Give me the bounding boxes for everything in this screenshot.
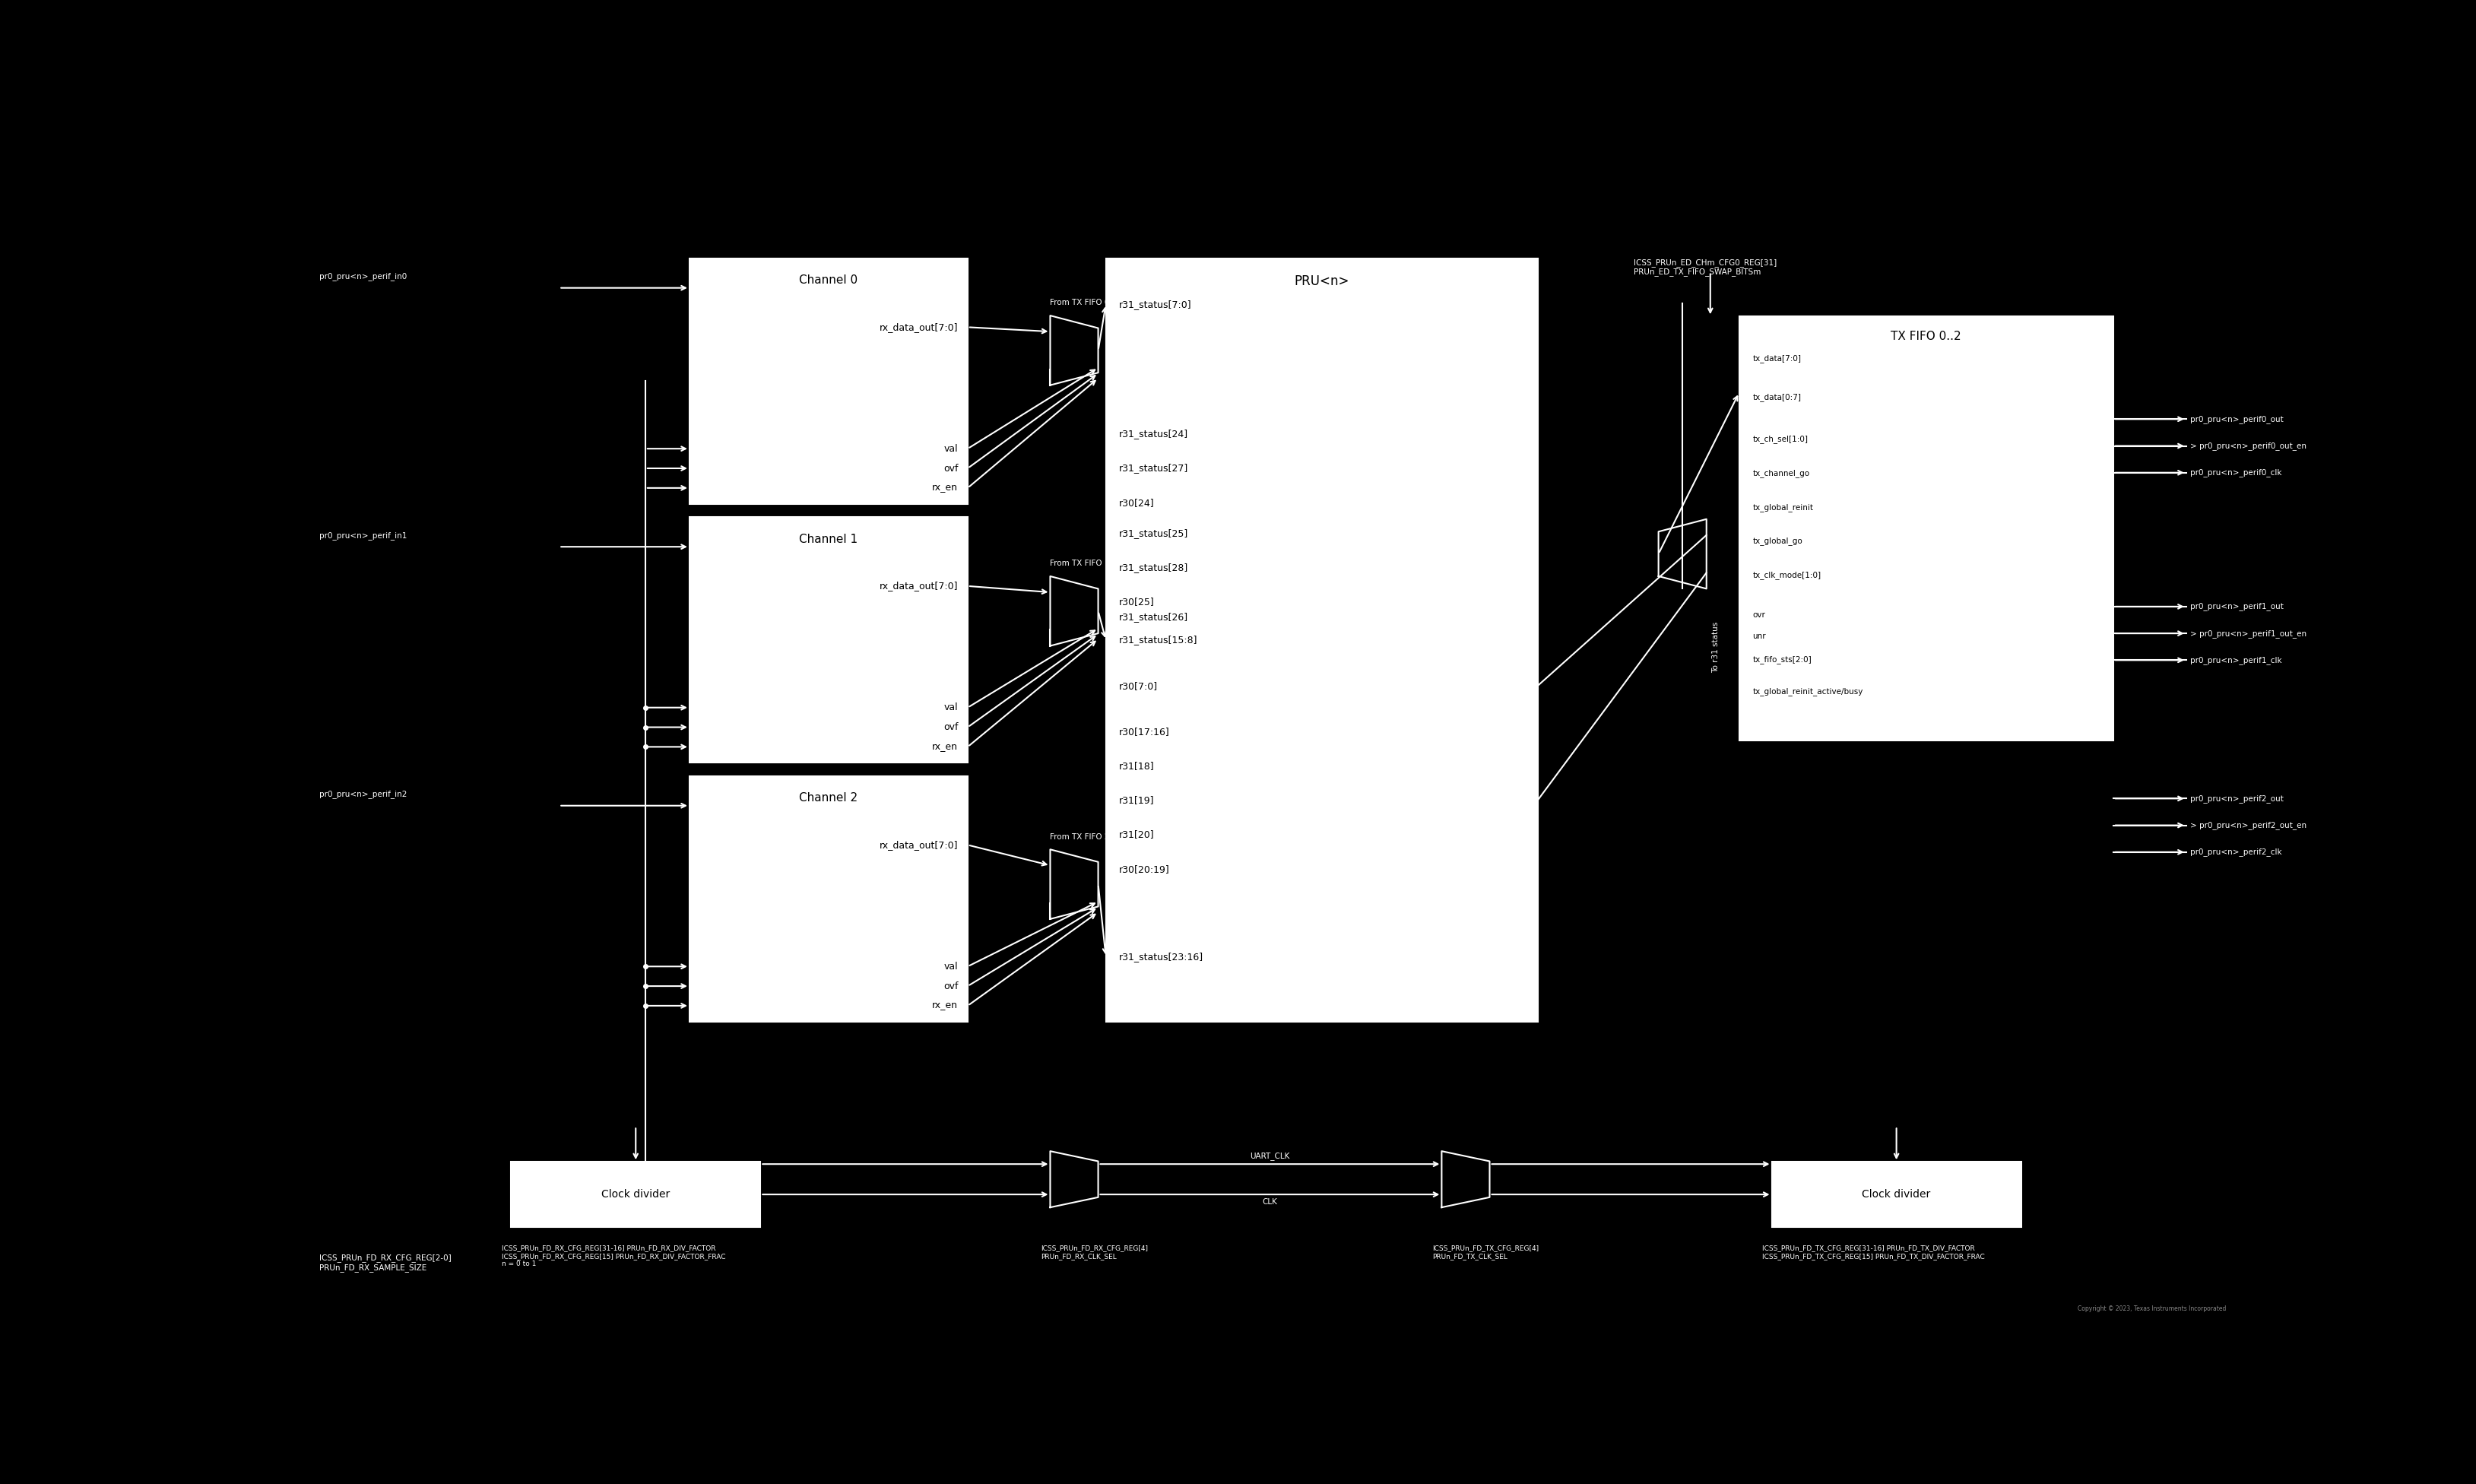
Text: 1: 1 — [1055, 626, 1060, 634]
Text: r31_status[28]: r31_status[28] — [1119, 562, 1188, 573]
Text: Channel 2: Channel 2 — [800, 792, 857, 804]
Text: pr0_pru<n>_perif_in2: pr0_pru<n>_perif_in2 — [319, 789, 406, 798]
Text: 1: 1 — [1696, 570, 1701, 576]
Text: 0: 0 — [1055, 589, 1060, 595]
Text: rx_data_out[7:0]: rx_data_out[7:0] — [879, 582, 958, 591]
Text: pr0_pru<n>_perif_in1: pr0_pru<n>_perif_in1 — [319, 531, 406, 540]
Text: To r31 status: To r31 status — [1713, 622, 1721, 672]
Text: tx_clk_mode[1:0]: tx_clk_mode[1:0] — [1753, 571, 1820, 579]
Text: r30[24]: r30[24] — [1119, 497, 1154, 508]
Text: r30[7:0]: r30[7:0] — [1119, 681, 1159, 690]
Text: tx_data[0:7]: tx_data[0:7] — [1753, 393, 1800, 401]
Text: 1: 1 — [1055, 1192, 1060, 1198]
Text: ovr: ovr — [1753, 611, 1765, 619]
Text: From TX FIFO 1: From TX FIFO 1 — [1050, 559, 1109, 567]
Text: > pr0_pru<n>_perif0_out_en: > pr0_pru<n>_perif0_out_en — [2191, 442, 2305, 450]
Text: r31[20]: r31[20] — [1119, 830, 1154, 840]
Text: rx_data_out[7:0]: rx_data_out[7:0] — [879, 322, 958, 332]
Text: 0: 0 — [1055, 328, 1060, 335]
Text: tx_global_go: tx_global_go — [1753, 537, 1803, 545]
Text: pr0_pru<n>_perif2_out: pr0_pru<n>_perif2_out — [2191, 794, 2283, 803]
Bar — [510, 1162, 760, 1227]
Text: 1: 1 — [1448, 1192, 1451, 1198]
Text: r31_status[25]: r31_status[25] — [1119, 528, 1188, 539]
Text: pr0_pru<n>_perif0_clk: pr0_pru<n>_perif0_clk — [2191, 469, 2280, 476]
Text: r31_status[15:8]: r31_status[15:8] — [1119, 635, 1198, 646]
Text: r31_status[7:0]: r31_status[7:0] — [1119, 300, 1191, 309]
Bar — [688, 518, 968, 763]
Text: 0: 0 — [1696, 531, 1701, 539]
Text: rx_en: rx_en — [933, 742, 958, 752]
Text: val: val — [943, 444, 958, 454]
Text: Channel 1: Channel 1 — [800, 533, 857, 545]
Text: pr0_pru<n>_perif2_clk: pr0_pru<n>_perif2_clk — [2191, 847, 2283, 856]
Text: r30[17:16]: r30[17:16] — [1119, 727, 1171, 736]
Text: ICSS_PRUn_FD_RX_CFG_REG[2-0]
PRUn_FD_RX_SAMPLE_SIZE: ICSS_PRUn_FD_RX_CFG_REG[2-0] PRUn_FD_RX_… — [319, 1254, 451, 1272]
Text: r31_status[24]: r31_status[24] — [1119, 429, 1188, 439]
Text: Channel 0: Channel 0 — [800, 275, 857, 286]
Text: tx_global_reinit_active/busy: tx_global_reinit_active/busy — [1753, 687, 1862, 696]
Text: r30[25]: r30[25] — [1119, 597, 1154, 607]
Text: 1: 1 — [1055, 365, 1060, 372]
Bar — [1107, 258, 1538, 1021]
Bar — [688, 258, 968, 505]
Text: CLK: CLK — [1263, 1198, 1278, 1205]
Bar — [1738, 316, 2112, 741]
Text: val: val — [943, 962, 958, 972]
Bar — [1773, 1162, 2020, 1227]
Text: ovf: ovf — [943, 981, 958, 991]
Text: r31_status[23:16]: r31_status[23:16] — [1119, 951, 1203, 962]
Text: r31_status[27]: r31_status[27] — [1119, 463, 1188, 473]
Text: pr0_pru<n>_perif1_out: pr0_pru<n>_perif1_out — [2191, 603, 2283, 611]
Text: tx_ch_sel[1:0]: tx_ch_sel[1:0] — [1753, 435, 1807, 444]
Text: TX FIFO 0..2: TX FIFO 0..2 — [1892, 331, 1961, 343]
Text: ICSS_PRUn_FD_RX_CFG_REG[4]
PRUn_FD_RX_CLK_SEL: ICSS_PRUn_FD_RX_CFG_REG[4] PRUn_FD_RX_CL… — [1040, 1245, 1149, 1260]
Text: Copyright © 2023, Texas Instruments Incorporated: Copyright © 2023, Texas Instruments Inco… — [2077, 1304, 2226, 1312]
Text: pr0_pru<n>_perif_in0: pr0_pru<n>_perif_in0 — [319, 273, 406, 280]
Text: tx_fifo_sts[2:0]: tx_fifo_sts[2:0] — [1753, 656, 1812, 663]
Text: 0: 0 — [1055, 1160, 1060, 1168]
Text: UART_CLK: UART_CLK — [1250, 1152, 1290, 1160]
Text: From TX FIFO 2: From TX FIFO 2 — [1050, 833, 1109, 840]
Text: ICSS_PRUn_FD_RX_CFG_REG[31-16] PRUn_FD_RX_DIV_FACTOR
ICSS_PRUn_FD_RX_CFG_REG[15]: ICSS_PRUn_FD_RX_CFG_REG[31-16] PRUn_FD_R… — [500, 1245, 725, 1267]
Text: > pr0_pru<n>_perif1_out_en: > pr0_pru<n>_perif1_out_en — [2191, 629, 2308, 638]
Text: r31[19]: r31[19] — [1119, 795, 1154, 806]
Text: > pr0_pru<n>_perif2_out_en: > pr0_pru<n>_perif2_out_en — [2191, 821, 2308, 830]
Text: unr: unr — [1753, 632, 1765, 641]
Text: ovf: ovf — [943, 723, 958, 732]
Text: From TX FIFO 0: From TX FIFO 0 — [1050, 300, 1109, 307]
Text: pr0_pru<n>_perif1_clk: pr0_pru<n>_perif1_clk — [2191, 656, 2283, 665]
Text: 0: 0 — [1055, 862, 1060, 868]
Text: Clock divider: Clock divider — [602, 1189, 671, 1199]
Text: ovf: ovf — [943, 463, 958, 473]
Text: rx_data_out[7:0]: rx_data_out[7:0] — [879, 840, 958, 850]
Text: 1: 1 — [1055, 899, 1060, 907]
Bar — [688, 776, 968, 1021]
Text: ICSS_PRUn_FD_TX_CFG_REG[31-16] PRUn_FD_TX_DIV_FACTOR
ICSS_PRUn_FD_TX_CFG_REG[15]: ICSS_PRUn_FD_TX_CFG_REG[31-16] PRUn_FD_T… — [1763, 1245, 1986, 1260]
Text: r30[20:19]: r30[20:19] — [1119, 864, 1171, 874]
Text: PRU<n>: PRU<n> — [1295, 275, 1349, 288]
Text: ICSS_PRUn_FD_TX_CFG_REG[4]
PRUn_FD_TX_CLK_SEL: ICSS_PRUn_FD_TX_CFG_REG[4] PRUn_FD_TX_CL… — [1431, 1245, 1538, 1260]
Text: tx_data[7:0]: tx_data[7:0] — [1753, 355, 1800, 364]
Text: rx_en: rx_en — [933, 1000, 958, 1011]
Text: Clock divider: Clock divider — [1862, 1189, 1931, 1199]
Text: r31_status[26]: r31_status[26] — [1119, 613, 1188, 622]
Text: rx_en: rx_en — [933, 482, 958, 493]
Text: val: val — [943, 702, 958, 712]
Text: tx_channel_go: tx_channel_go — [1753, 469, 1810, 478]
Text: tx_global_reinit: tx_global_reinit — [1753, 503, 1812, 512]
Text: pr0_pru<n>_perif0_out: pr0_pru<n>_perif0_out — [2191, 416, 2283, 423]
Text: ICSS_PRUn_ED_CHm_CFG0_REG[31]
PRUn_ED_TX_FIFO_SWAP_BITSm: ICSS_PRUn_ED_CHm_CFG0_REG[31] PRUn_ED_TX… — [1634, 258, 1778, 276]
Text: 0: 0 — [1448, 1160, 1451, 1168]
Text: r31[18]: r31[18] — [1119, 761, 1154, 772]
